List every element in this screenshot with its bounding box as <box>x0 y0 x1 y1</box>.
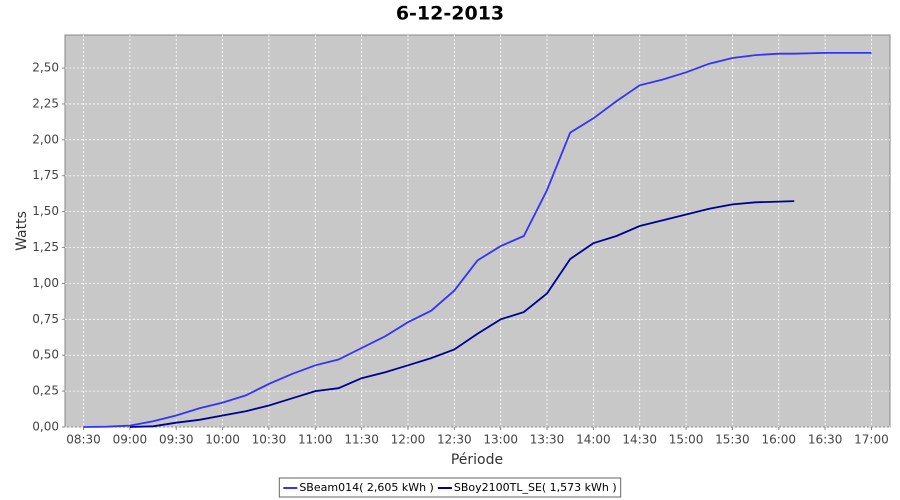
x-tick-label: 09:30 <box>159 433 194 447</box>
y-tick-label: 2,50 <box>32 61 59 75</box>
x-tick-label: 17:00 <box>854 433 889 447</box>
x-tick-label: 10:00 <box>205 433 240 447</box>
y-tick-label: 2,25 <box>32 96 59 110</box>
series-line <box>83 52 872 428</box>
x-tick-label: 12:30 <box>437 433 472 447</box>
x-tick-label: 08:30 <box>66 433 101 447</box>
x-tick-label: 16:00 <box>761 433 796 447</box>
x-tick-label: 10:30 <box>252 433 287 447</box>
y-tick-label: 1,50 <box>32 204 59 218</box>
y-tick-label: 0,00 <box>32 420 59 434</box>
x-tick-label: 16:30 <box>808 433 843 447</box>
y-tick-label: 1,75 <box>32 168 59 182</box>
x-tick-label: 11:00 <box>298 433 333 447</box>
y-tick-label: 1,00 <box>32 276 59 290</box>
x-axis-title: Période <box>451 452 503 468</box>
legend-label: SBeam014( 2,605 kWh ) <box>299 481 434 494</box>
x-tick-label: 15:30 <box>715 433 750 447</box>
y-tick-label: 0,25 <box>32 384 59 398</box>
plot-area <box>64 34 891 428</box>
y-axis-title: Watts <box>14 211 30 251</box>
y-tick-label: 0,75 <box>32 312 59 326</box>
x-tick-label: 14:00 <box>576 433 611 447</box>
x-tick-label: 14:30 <box>622 433 657 447</box>
x-tick-label: 09:00 <box>113 433 148 447</box>
y-tick-label: 0,50 <box>32 348 59 362</box>
chart-title: 6-12-2013 <box>396 3 504 25</box>
x-tick-label: 13:00 <box>483 433 518 447</box>
y-tick-label: 1,25 <box>32 240 59 254</box>
x-tick-label: 12:00 <box>391 433 426 447</box>
x-tick-label: 11:30 <box>344 433 379 447</box>
y-tick-label: 2,00 <box>32 132 59 146</box>
x-tick-label: 15:00 <box>669 433 704 447</box>
legend-label: SBoy2100TL_SE( 1,573 kWh ) <box>454 481 617 494</box>
series-line <box>129 200 795 428</box>
x-tick-label: 13:30 <box>530 433 565 447</box>
